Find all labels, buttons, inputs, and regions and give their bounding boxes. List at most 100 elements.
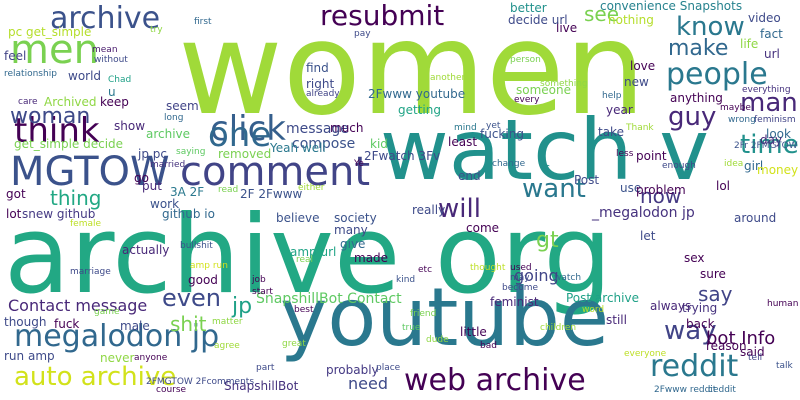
- cloud-word: person: [510, 55, 541, 65]
- cloud-word: way: [664, 316, 717, 346]
- cloud-word: end: [458, 169, 481, 183]
- cloud-word: jp pc: [138, 147, 167, 161]
- cloud-word: shit: [170, 312, 207, 336]
- cloud-word: great: [282, 339, 306, 349]
- cloud-word: job: [252, 275, 266, 285]
- cloud-word: 2Fr 2FMGTOW: [734, 141, 798, 151]
- cloud-word: without: [94, 55, 128, 65]
- cloud-word: care: [18, 97, 38, 107]
- cloud-word: now: [640, 184, 682, 208]
- cloud-word: watch v: [380, 101, 709, 199]
- cloud-word: reason: [706, 339, 747, 353]
- cloud-word: anything: [670, 91, 723, 105]
- cloud-word: archive: [146, 127, 191, 141]
- cloud-word: thing: [50, 186, 102, 210]
- cloud-word: around: [734, 211, 777, 225]
- cloud-word: still: [606, 313, 627, 327]
- cloud-word: mean: [92, 45, 118, 55]
- cloud-word: fucking: [480, 127, 524, 141]
- cloud-word: relationship: [4, 69, 57, 79]
- cloud-word: female: [70, 219, 102, 229]
- cloud-word: Post archive: [566, 291, 639, 305]
- cloud-word: maybe: [720, 103, 751, 113]
- cloud-word: one: [208, 115, 272, 155]
- cloud-word: try: [150, 25, 163, 35]
- cloud-word: 2F 2Fwww: [240, 187, 303, 201]
- cloud-word: got: [6, 187, 26, 201]
- cloud-word: read: [218, 185, 239, 195]
- cloud-word: people: [666, 57, 768, 92]
- cloud-word: gt: [536, 228, 559, 253]
- cloud-word: everyone: [624, 349, 667, 359]
- cloud-word: archive org: [4, 193, 612, 318]
- cloud-word: first: [194, 17, 212, 27]
- cloud-word: watch: [554, 273, 582, 283]
- cloud-word: problem: [636, 183, 686, 197]
- cloud-word: megalodon jp: [14, 319, 220, 354]
- cloud-word: tell: [748, 353, 763, 363]
- cloud-word: mind: [454, 123, 477, 133]
- cloud-word: part: [256, 363, 275, 373]
- cloud-word: society: [334, 211, 377, 225]
- cloud-word: may: [510, 273, 530, 283]
- cloud-word: SnapshillBot Contact: [256, 291, 402, 307]
- cloud-word: reddit: [650, 349, 739, 384]
- cloud-word: amp url: [290, 245, 337, 259]
- cloud-word: best: [294, 305, 314, 315]
- cloud-word: url: [764, 47, 780, 61]
- cloud-word: money: [757, 163, 799, 177]
- cloud-word: friend: [410, 309, 437, 319]
- cloud-word: said: [740, 345, 765, 359]
- cloud-word: live: [556, 21, 578, 35]
- cloud-word: compose: [292, 136, 356, 152]
- cloud-word: used: [510, 263, 532, 273]
- cloud-word: feel: [4, 49, 27, 63]
- cloud-word: little: [460, 325, 487, 339]
- cloud-word: talk: [776, 361, 793, 371]
- cloud-word: get_simple decide: [14, 137, 124, 151]
- cloud-word: Yeah well: [270, 141, 326, 155]
- cloud-word: amp run: [190, 261, 228, 271]
- cloud-word: something: [540, 79, 588, 89]
- cloud-word: love: [630, 59, 656, 73]
- cloud-word: anyone: [134, 353, 168, 363]
- cloud-word: 2FMGTOW 2Fcomments: [146, 377, 255, 387]
- cloud-word: though: [4, 315, 47, 329]
- cloud-word: pc get_simple: [8, 25, 92, 39]
- cloud-word: never: [100, 351, 135, 365]
- cloud-word: nothing: [608, 13, 654, 27]
- cloud-word: believe: [276, 211, 320, 225]
- cloud-word: Contact message: [8, 296, 148, 315]
- cloud-word: Thank: [626, 123, 654, 133]
- cloud-word: Ye: [354, 159, 364, 169]
- cloud-word: bot Info: [706, 328, 776, 349]
- cloud-word: least: [448, 135, 478, 149]
- cloud-word: word: [582, 305, 605, 315]
- cloud-word: become: [502, 283, 539, 293]
- cloud-word: real: [296, 255, 314, 265]
- cloud-word: snew github: [22, 207, 96, 221]
- cloud-word: make: [668, 36, 729, 61]
- cloud-word: Archived: [44, 95, 97, 109]
- cloud-word: see: [584, 2, 620, 26]
- cloud-word: less: [616, 149, 634, 159]
- cloud-word: new: [624, 75, 649, 89]
- cloud-word: back: [686, 317, 715, 331]
- cloud-word: 2Fwww reddit: [654, 385, 717, 395]
- cloud-word: github io: [162, 207, 215, 221]
- cloud-word: course: [156, 385, 187, 395]
- cloud-word: will: [438, 194, 481, 224]
- cloud-word: even: [162, 284, 221, 312]
- cloud-word: trying: [682, 301, 718, 315]
- cloud-word: SnapshillBot: [224, 379, 299, 393]
- cloud-word: ceddit: [708, 385, 736, 395]
- cloud-word: change: [492, 159, 526, 169]
- cloud-word: right: [306, 77, 335, 91]
- cloud-word: thought: [470, 263, 506, 273]
- cloud-word: _megalodon jp: [592, 205, 695, 221]
- cloud-word: every: [514, 95, 540, 105]
- cloud-word: show: [114, 119, 146, 133]
- cloud-word: know: [676, 12, 745, 42]
- cloud-word: children: [540, 323, 577, 333]
- cloud-word: removed: [218, 147, 272, 161]
